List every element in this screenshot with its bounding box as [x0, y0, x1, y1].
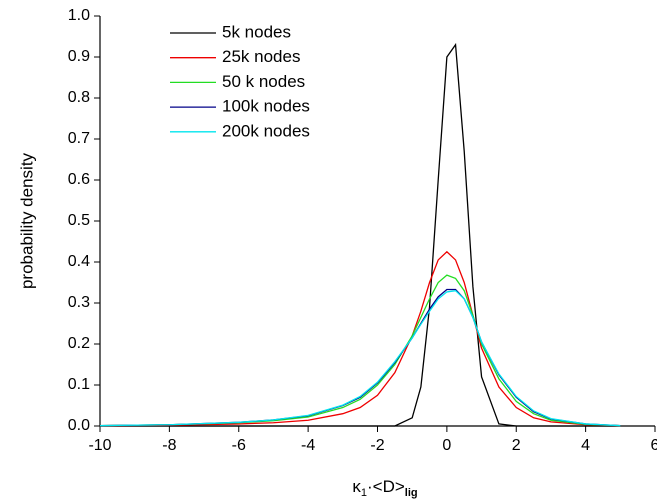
x-tick-label: 0 [442, 437, 451, 454]
y-tick-label: 0.9 [68, 48, 90, 65]
x-tick-label: -4 [301, 437, 315, 454]
y-tick-label: 0.8 [68, 89, 90, 106]
line-series [99, 288, 621, 427]
x-tick-label: 6 [651, 437, 657, 454]
y-tick-label: 0.6 [68, 171, 90, 188]
x-axis-title-part: lig [405, 487, 418, 499]
x-axis-title-part: κ [352, 477, 361, 496]
legend-label: 25k nodes [222, 47, 300, 66]
x-tick-label: -10 [88, 437, 111, 454]
line-series [99, 274, 621, 427]
legend-label: 200k nodes [222, 121, 310, 140]
legend-label: 100k nodes [222, 97, 310, 116]
x-tick-label: -8 [162, 437, 176, 454]
y-tick-label: 0.0 [68, 417, 90, 434]
x-tick-label: 2 [512, 437, 521, 454]
line-series [99, 250, 621, 427]
x-axis-title-part: 1 [361, 487, 367, 499]
x-tick-label: -2 [370, 437, 384, 454]
line-series [99, 290, 621, 427]
y-tick-label: 0.5 [68, 212, 90, 229]
y-tick-label: 0.1 [68, 376, 90, 393]
legend-label: 5k nodes [222, 22, 291, 41]
x-tick-label: 4 [581, 437, 590, 454]
y-tick-label: 0.7 [68, 130, 90, 147]
y-axis-title: probability density [17, 152, 36, 289]
legend-label: 50 k nodes [222, 72, 305, 91]
x-axis-title: κ1·<D>lig [352, 477, 417, 498]
x-tick-label: -6 [232, 437, 246, 454]
y-tick-label: 0.3 [68, 294, 90, 311]
y-tick-label: 0.2 [68, 335, 90, 352]
line-series [100, 42, 621, 427]
x-axis-title-part: ·<D> [367, 477, 405, 496]
y-tick-label: 1.0 [68, 7, 90, 24]
y-tick-label: 0.4 [68, 253, 90, 270]
